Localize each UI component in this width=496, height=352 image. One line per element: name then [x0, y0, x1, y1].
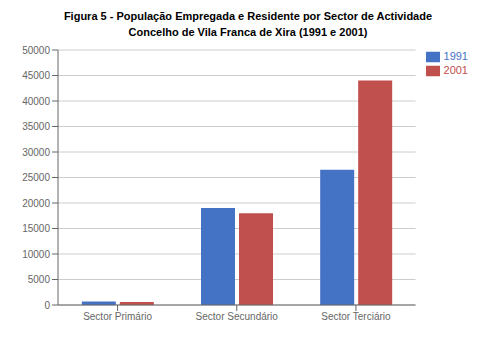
- svg-text:35000: 35000: [22, 121, 50, 132]
- svg-text:25000: 25000: [22, 172, 50, 183]
- html-text:2001: 2001: [443, 64, 468, 77]
- svg-text:30000: 30000: [22, 147, 50, 158]
- svg-text:Sector Secundário: Sector Secundário: [196, 311, 279, 322]
- svg-text:10000: 10000: [22, 249, 50, 260]
- svg-text:50000: 50000: [22, 45, 50, 56]
- html-text:1991: 1991: [443, 50, 468, 62]
- svg-text:5000: 5000: [28, 274, 51, 285]
- svg-text:20000: 20000: [22, 198, 50, 209]
- html-text:Figura 5 - População Empregada: Figura 5 - População Empregada e Residen…: [63, 10, 433, 22]
- svg-text:0: 0: [44, 300, 50, 311]
- svg-text:15000: 15000: [22, 223, 50, 234]
- html-text:Concelho de Vila Franca de Xir: Concelho de Vila Franca de Xira (1991 e …: [128, 26, 368, 38]
- svg-text:Sector Terciário: Sector Terciário: [321, 311, 391, 322]
- svg-text:40000: 40000: [22, 96, 50, 107]
- svg-text:Sector Primário: Sector Primário: [83, 311, 152, 322]
- svg-text:45000: 45000: [22, 70, 50, 81]
